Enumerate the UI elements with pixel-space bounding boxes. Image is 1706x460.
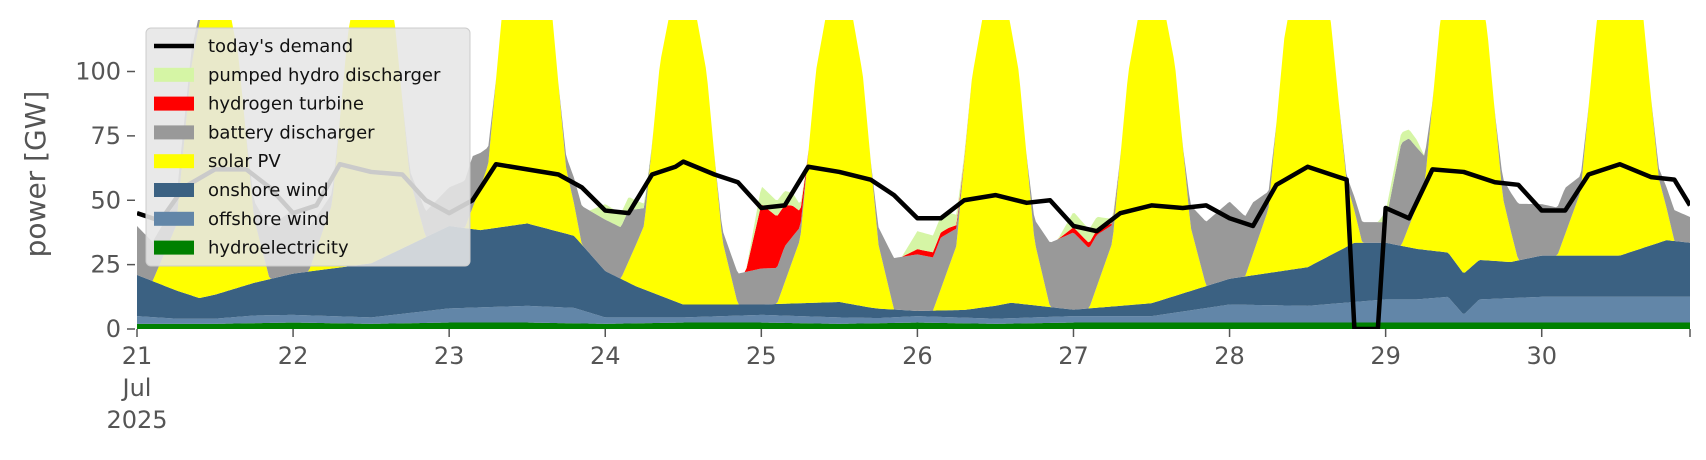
legend-swatch-battery-discharger bbox=[154, 125, 194, 140]
legend-label-offshore-wind: offshore wind bbox=[208, 209, 330, 230]
legend-label-battery-discharger: battery discharger bbox=[208, 122, 375, 143]
legend-label-today-s-demand: today's demand bbox=[208, 36, 353, 57]
y-tick-label: 25 bbox=[90, 251, 121, 279]
legend-swatch-hydroelectricity bbox=[154, 240, 194, 255]
legend-swatch-solar-pv bbox=[154, 154, 194, 169]
legend-swatch-pumped-hydro-discharger bbox=[154, 67, 194, 82]
legend-label-hydroelectricity: hydroelectricity bbox=[208, 238, 349, 259]
y-tick-label: 100 bbox=[75, 58, 121, 86]
x-tick-label: 22 bbox=[278, 342, 309, 370]
legend: today's demand pumped hydro discharger hyd… bbox=[145, 27, 471, 267]
legend-label-pumped-hydro-discharger: pumped hydro discharger bbox=[208, 65, 441, 86]
y-axis-title: power [GW] bbox=[19, 91, 52, 258]
x-tick-label: 27 bbox=[1058, 342, 1089, 370]
legend-label-hydrogen-turbine: hydrogen turbine bbox=[208, 94, 364, 115]
x-tick-label: 30 bbox=[1526, 342, 1557, 370]
area-solar-pv bbox=[137, 20, 1690, 311]
legend-swatch-onshore-wind bbox=[154, 183, 194, 197]
legend-swatch-hydrogen-turbine bbox=[154, 96, 194, 111]
x-tick-label: 2025 bbox=[106, 406, 167, 434]
legend-label-solar-pv: solar PV bbox=[208, 151, 281, 172]
area-onshore-wind bbox=[137, 223, 1690, 319]
x-tick-label: 23 bbox=[434, 342, 465, 370]
axes-layer: 0 25 50 75 100 21 Jul 2025 22 23 24 25 26 27 28 29 30 bbox=[75, 58, 1691, 434]
x-tick-label: 26 bbox=[902, 342, 933, 370]
x-tick-label: 29 bbox=[1370, 342, 1401, 370]
legend-box bbox=[145, 27, 471, 267]
x-tick-label: 28 bbox=[1214, 342, 1245, 370]
legend-label-onshore-wind: onshore wind bbox=[208, 180, 329, 201]
y-tick-label: 75 bbox=[90, 122, 121, 150]
x-tick-label: Jul bbox=[121, 374, 152, 402]
area-offshore-wind bbox=[137, 296, 1690, 324]
y-tick-label: 50 bbox=[90, 186, 121, 214]
x-tick-label: 25 bbox=[746, 342, 777, 370]
x-tick-label: 21 bbox=[122, 342, 153, 370]
legend-swatch-offshore-wind bbox=[154, 211, 194, 226]
area-hydroelectricity bbox=[137, 322, 1690, 329]
y-tick-label: 0 bbox=[106, 315, 121, 343]
x-tick-label: 24 bbox=[590, 342, 621, 370]
